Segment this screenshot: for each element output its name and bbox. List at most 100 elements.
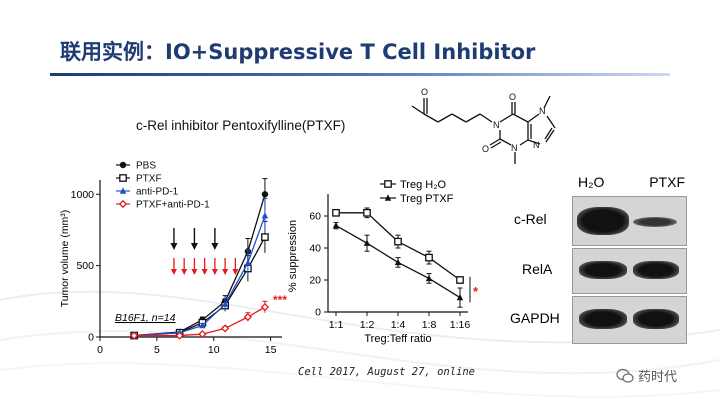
x-tick-label: 1:2 [360, 319, 375, 331]
data-point [244, 259, 252, 266]
data-point [363, 208, 371, 217]
data-point [221, 300, 229, 307]
data-point [394, 237, 402, 246]
legend-label: PTXF [136, 174, 162, 185]
atom-o-c2: O [482, 144, 489, 154]
legend-label: Treg PTXF [400, 193, 454, 205]
chart-annotation: B16F1, n=14 [115, 312, 176, 324]
y-tick-label: 40 [309, 243, 321, 255]
series-line [134, 306, 266, 337]
blot-row-rela: RelA [510, 248, 687, 294]
dosing-arrowhead-red [211, 269, 218, 275]
x-tick-label: 1:1 [329, 319, 344, 331]
data-point [456, 276, 464, 284]
data-point [243, 312, 252, 322]
x-tick-label: 0 [97, 344, 103, 356]
data-point [425, 274, 433, 282]
legend-marker [119, 161, 127, 169]
dosing-arrowhead-red [222, 269, 229, 275]
x-tick-label: 1:4 [391, 319, 406, 331]
tumor-volume-chart: 0 500 1000 0 5 10 15 Tumor volume (mm³) PBS PTXF a… [59, 161, 287, 357]
data-point [332, 221, 340, 229]
suppression-chart: 0 20 40 60 1:1 1:2 1:4 1:8 1:16 Treg:Teff ratio % … [287, 179, 479, 345]
x-tick-label: 1:16 [450, 319, 471, 331]
dosing-arrowhead-red [170, 269, 177, 275]
blot-panel [572, 296, 687, 344]
data-point [261, 191, 269, 198]
wechat-icon [616, 368, 634, 383]
data-point [221, 324, 230, 333]
blot-column-h2o: H₂O [578, 174, 605, 190]
dosing-arrowhead-black [211, 243, 219, 250]
data-point [332, 208, 340, 217]
data-point [425, 253, 433, 262]
x-tick-label: 10 [208, 344, 220, 356]
dosing-arrowhead-red [181, 269, 188, 275]
y-tick-label: 60 [309, 211, 321, 223]
title-underline [50, 73, 670, 76]
y-axis-label: Tumor volume (mm³) [59, 210, 71, 308]
y-tick-label: 20 [309, 275, 321, 287]
dosing-arrowhead-black [170, 243, 178, 250]
band [579, 309, 627, 329]
citation: Cell 2017, August 27, online [298, 366, 476, 378]
x-tick-label: 15 [265, 344, 277, 356]
band [633, 261, 679, 279]
atom-n9: N [533, 140, 540, 150]
significance-marker: *** [273, 293, 287, 307]
data-point [363, 239, 371, 246]
legend-label: Treg H₂O [400, 179, 446, 191]
legend-label: PBS [136, 161, 156, 172]
y-axis-label: % suppression [287, 220, 299, 292]
pentoxifylline-structure: O O O N N N N [411, 87, 556, 164]
blot-row-gapdh: GAPDH [510, 296, 687, 344]
data-point [198, 330, 207, 339]
dosing-arrowhead-red [232, 269, 239, 275]
atom-o-ketone: O [421, 87, 428, 97]
dosing-arrowhead-red [191, 269, 198, 275]
blot-label: c-Rel [514, 211, 547, 227]
blot-label: RelA [522, 261, 553, 277]
slide-title: 联用实例：IO+Suppressive T Cell Inhibitor [60, 40, 536, 64]
x-tick-label: 5 [154, 344, 160, 356]
blot-label: GAPDH [510, 310, 560, 326]
compound-label: c-Rel inhibitor Pentoxifylline(PTXF) [136, 118, 346, 133]
legend-label: PTXF+anti-PD-1 [136, 200, 210, 211]
dosing-arrowhead-black [190, 243, 198, 250]
legend-label: anti-PD-1 [136, 187, 179, 198]
western-blot: H₂O PTXF c-Rel RelA GAPDH [510, 170, 687, 345]
data-point [261, 211, 269, 219]
x-tick-label: 1:8 [422, 319, 437, 331]
band [633, 217, 677, 227]
y-tick-label: 1000 [71, 189, 95, 201]
x-axis-label: Treg:Teff ratio [364, 333, 431, 345]
legend-marker [384, 180, 392, 188]
data-point [394, 258, 402, 266]
atom-n3: N [511, 143, 518, 153]
blot-header: H₂O PTXF [578, 174, 685, 190]
blot-column-ptxf: PTXF [649, 174, 685, 190]
data-point [260, 302, 270, 312]
band [633, 309, 679, 329]
atom-n7: N [539, 106, 546, 116]
blot-panel [572, 248, 687, 294]
blot-row-crel: c-Rel [510, 196, 687, 246]
data-point [456, 293, 464, 301]
watermark: 药时代 [616, 366, 677, 385]
dosing-arrowhead-red [201, 269, 208, 275]
y-tick-label: 0 [315, 307, 321, 319]
watermark-text: 药时代 [638, 370, 678, 385]
y-tick-label: 500 [76, 260, 94, 272]
data-point [261, 233, 269, 241]
legend-marker [118, 199, 128, 209]
series-line [134, 215, 266, 337]
band [577, 207, 629, 235]
blot-panel [572, 196, 687, 246]
data-point [175, 331, 184, 340]
legend-marker [119, 187, 127, 194]
legend-marker [119, 174, 127, 182]
y-tick-label: 0 [88, 332, 94, 344]
legend-marker [384, 194, 392, 201]
data-point [199, 321, 206, 329]
significance-marker: * [473, 284, 479, 299]
